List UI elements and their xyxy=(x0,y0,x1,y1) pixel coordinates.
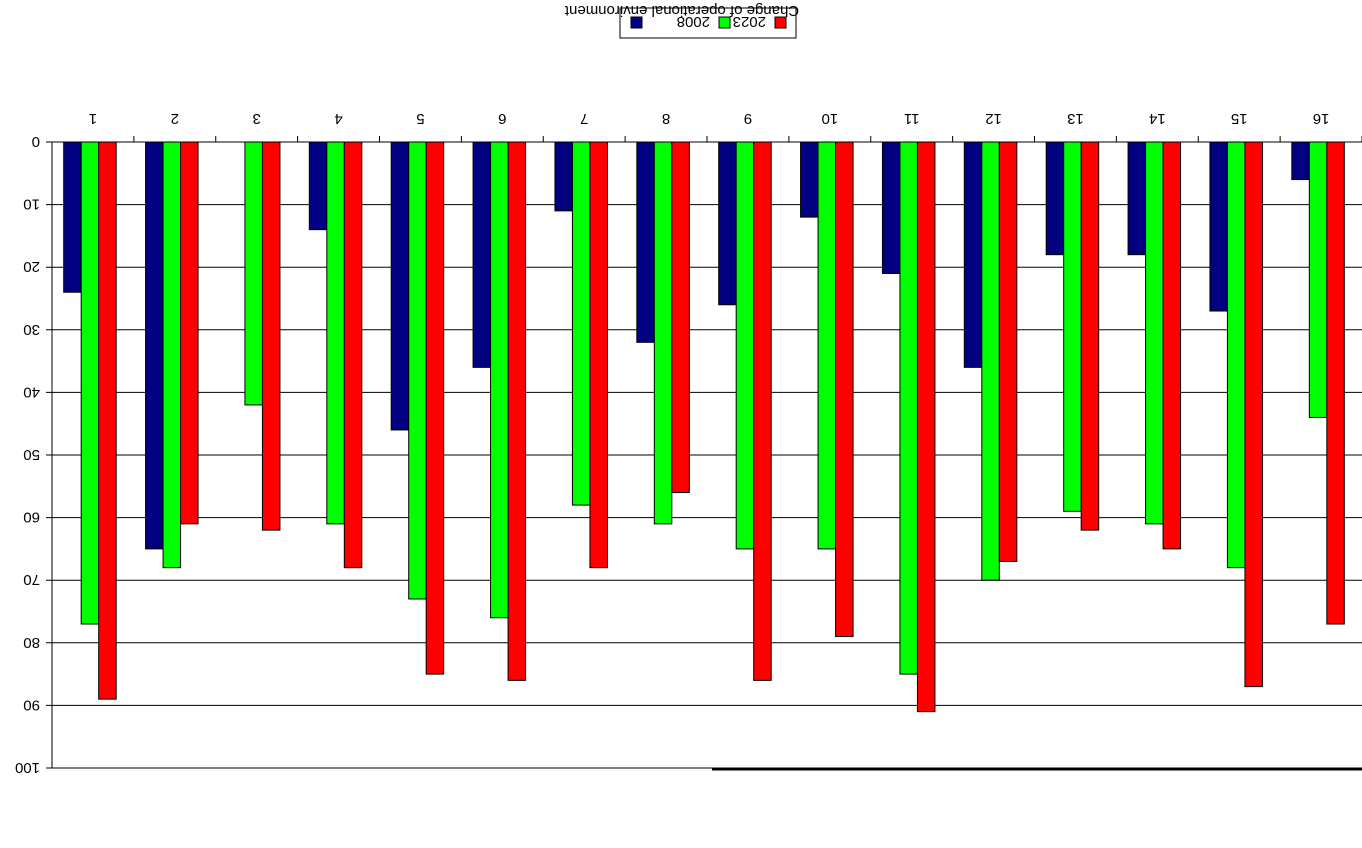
bar-1-cat-7 xyxy=(554,141,573,212)
x-tick-label: 13 xyxy=(1067,110,1084,127)
bars xyxy=(63,141,1345,713)
bar-3-cat-6 xyxy=(507,141,527,681)
bar-1-cat-15 xyxy=(1209,141,1228,312)
bar-1-cat-10 xyxy=(800,141,819,218)
bar-1-cat-9 xyxy=(718,141,737,306)
bar-2-cat-4 xyxy=(326,141,345,525)
bar-3-cat-5 xyxy=(425,141,445,675)
bar-2-cat-6 xyxy=(490,141,509,619)
x-tick-label: 11 xyxy=(904,110,920,127)
x-tick-label: 7 xyxy=(580,110,588,127)
bar-1-cat-5 xyxy=(390,141,410,431)
bar-3-cat-15 xyxy=(1244,141,1263,688)
bar-3-cat-2 xyxy=(180,141,199,525)
bar-3-cat-8 xyxy=(671,141,690,494)
bar-2-cat-16 xyxy=(1308,141,1328,418)
bar-1-cat-12 xyxy=(963,141,983,368)
y-tick-label: 50 xyxy=(23,446,40,463)
legend-box xyxy=(619,7,797,39)
bar-2-cat-9 xyxy=(735,141,755,550)
bar-2-cat-10 xyxy=(817,141,837,550)
bar-3-cat-12 xyxy=(998,141,1018,562)
y-tick-label: 40 xyxy=(23,383,40,400)
x-tick-label: 8 xyxy=(662,110,670,127)
y-tick-label: 20 xyxy=(23,258,40,275)
bar-3-cat-4 xyxy=(343,141,363,569)
x-tick-label: 2 xyxy=(171,110,179,127)
y-tick-label: 10 xyxy=(23,196,40,213)
bar-3-cat-13 xyxy=(1080,141,1100,531)
bar-3-cat-16 xyxy=(1326,141,1345,625)
x-tick-label: 16 xyxy=(1313,110,1330,127)
y-tick-label: 80 xyxy=(23,634,40,651)
legend: 2023 2008 xyxy=(619,7,797,39)
bar-1-cat-1 xyxy=(63,141,82,293)
x-tick-label: 9 xyxy=(744,110,752,127)
bar-1-cat-2 xyxy=(145,141,164,550)
x-tick-label: 14 xyxy=(1149,110,1166,127)
bar-2-cat-14 xyxy=(1145,141,1164,525)
y-tick-label: 0 xyxy=(32,133,40,150)
x-tick-label: 5 xyxy=(416,110,424,127)
bar-3-cat-3 xyxy=(261,141,281,531)
bar-1-cat-8 xyxy=(636,141,655,343)
bar-3-cat-7 xyxy=(589,141,608,569)
bar-2-cat-7 xyxy=(571,141,591,506)
legend-label: 2008 xyxy=(677,13,710,30)
x-axis-label: Change of operational environment xyxy=(564,2,799,19)
bar-3-cat-1 xyxy=(98,141,117,700)
bar-2-cat-13 xyxy=(1063,141,1082,512)
x-tick-label: 1 xyxy=(89,110,97,127)
x-tick-label: 6 xyxy=(498,110,506,127)
legend-swatch-1 xyxy=(774,16,787,29)
bar-2-cat-2 xyxy=(162,141,182,569)
bar-1-cat-14 xyxy=(1127,141,1147,256)
legend-swatch-3 xyxy=(630,16,643,29)
y-tick-label: 60 xyxy=(23,509,40,526)
x-tick-label: 15 xyxy=(1231,110,1248,127)
legend-label: 2023 xyxy=(733,13,766,30)
bar-2-cat-8 xyxy=(653,141,673,525)
bar-2-cat-1 xyxy=(80,141,100,625)
x-tick-label: 12 xyxy=(985,110,1002,127)
bar-3-cat-10 xyxy=(835,141,854,638)
y-tick-label: 100 xyxy=(15,759,40,776)
x-tick-label: 10 xyxy=(821,110,838,127)
bar-2-cat-11 xyxy=(899,141,918,675)
y-tick-label: 70 xyxy=(23,571,40,588)
bar-2-cat-15 xyxy=(1226,141,1246,569)
bar-1-cat-4 xyxy=(308,141,328,231)
x-tick-label: 3 xyxy=(253,110,261,127)
y-tick-label: 90 xyxy=(23,696,40,713)
bar-2-cat-12 xyxy=(981,141,1000,581)
bar-1-cat-6 xyxy=(472,141,492,368)
x-tick-label: 4 xyxy=(334,110,342,127)
bar-2-cat-5 xyxy=(408,141,427,600)
bar-3-cat-14 xyxy=(1162,141,1182,550)
bar-1-cat-11 xyxy=(881,141,901,274)
bar-3-cat-11 xyxy=(916,141,936,713)
legend-swatch-2 xyxy=(718,16,731,29)
bar-1-cat-13 xyxy=(1045,141,1065,256)
y-tick-label: 30 xyxy=(23,321,40,338)
bar-1-cat-16 xyxy=(1291,141,1310,181)
bar-3-cat-9 xyxy=(753,141,772,681)
bar-2-cat-3 xyxy=(244,141,263,406)
